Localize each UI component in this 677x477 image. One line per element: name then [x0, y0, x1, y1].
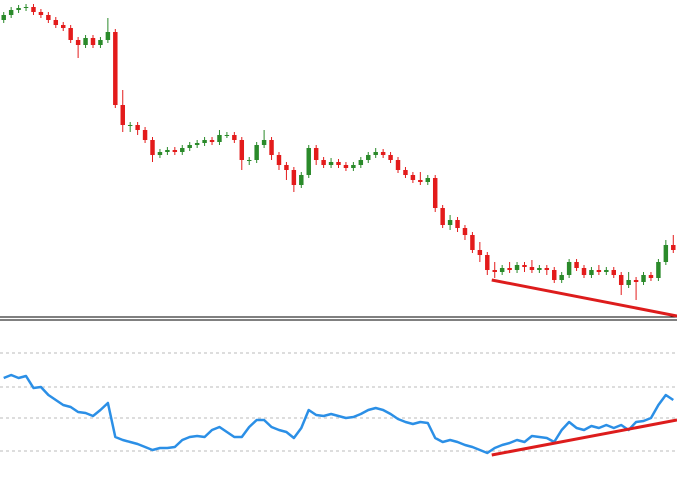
candle-body: [604, 270, 609, 272]
candle-body: [343, 165, 349, 168]
candle-body: [462, 228, 468, 235]
candle-body: [321, 160, 326, 165]
candle-body: [113, 32, 118, 105]
candle-body: [150, 140, 155, 155]
trend-line: [491, 278, 677, 318]
candle-body: [388, 155, 393, 160]
candle-body: [485, 255, 490, 270]
candle-body: [232, 135, 237, 140]
candle-body: [31, 7, 36, 12]
candle-body: [276, 155, 282, 165]
candle-body: [194, 143, 200, 145]
candle-body: [373, 152, 378, 155]
candle-body: [68, 28, 73, 40]
candle-body: [157, 152, 163, 155]
candle-body: [529, 267, 535, 270]
candle-body: [254, 145, 259, 160]
candle-body: [351, 165, 356, 168]
candle-body: [239, 140, 245, 160]
candle-body: [514, 265, 520, 270]
candle-body: [499, 268, 505, 272]
candle-body: [559, 275, 564, 280]
candle-body: [135, 125, 140, 130]
candle-body: [522, 265, 527, 267]
candle-body: [61, 25, 66, 28]
candle-body: [626, 280, 631, 285]
oscillator-line: [3, 373, 674, 455]
candle-body: [224, 135, 230, 136]
candle-body: [477, 250, 483, 255]
candle-body: [611, 270, 616, 275]
candle-body: [403, 170, 408, 175]
candle-body: [507, 268, 512, 270]
trend-line: [491, 418, 677, 457]
candle-body: [581, 268, 587, 275]
candle-body: [38, 12, 44, 15]
candle-body: [574, 262, 579, 268]
candle-body: [313, 148, 319, 160]
candle-body: [395, 160, 401, 170]
candle-body: [75, 40, 81, 45]
candle-body: [455, 220, 460, 228]
candle-body: [269, 140, 274, 155]
candle-body: [447, 220, 453, 225]
candle-body: [217, 135, 222, 142]
candle-body: [470, 235, 475, 250]
candle-body: [641, 275, 646, 282]
candle-body: [1, 15, 6, 20]
candle-body: [544, 268, 550, 270]
candle-body: [306, 148, 311, 175]
candle-body: [656, 262, 661, 278]
candle-body: [172, 150, 178, 152]
candle-body: [633, 280, 639, 282]
candle-body: [432, 178, 438, 208]
candle-body: [418, 180, 423, 182]
candle-body: [291, 170, 297, 185]
candle-body: [90, 38, 96, 45]
candle-body: [410, 175, 416, 180]
candle-body: [261, 140, 267, 145]
candle-body: [180, 148, 185, 152]
candle-body: [552, 270, 557, 280]
candle-body: [105, 32, 111, 40]
candle-body: [440, 208, 445, 225]
candle-body: [246, 160, 252, 161]
candle-body: [566, 262, 572, 275]
candle-body: [648, 275, 654, 278]
candle-body: [589, 270, 594, 275]
candle-body: [299, 175, 304, 185]
candle-body: [366, 155, 371, 160]
candle-body: [16, 8, 21, 10]
candle-body: [671, 245, 676, 250]
candle-body: [127, 125, 133, 126]
candle-body: [328, 162, 334, 165]
candle-body: [165, 150, 170, 152]
candle-body: [336, 162, 341, 165]
candle-body: [187, 145, 192, 148]
candle-body: [53, 20, 59, 25]
candle-body: [23, 7, 29, 8]
candle-body: [618, 275, 624, 285]
candle-body: [663, 245, 669, 262]
candle-body: [425, 178, 431, 182]
candle-body: [596, 270, 602, 272]
candle-body: [8, 10, 14, 15]
candle-body: [380, 152, 386, 155]
candle-body: [492, 270, 497, 272]
candle-body: [46, 15, 51, 20]
candle-body: [537, 268, 542, 270]
candle-body: [83, 38, 88, 45]
candle-body: [142, 130, 148, 140]
candle-body: [358, 160, 364, 165]
candle-body: [202, 140, 207, 143]
candle-body: [209, 140, 215, 142]
candle-body: [284, 165, 289, 170]
candle-body: [120, 105, 125, 125]
candle-body: [98, 40, 103, 45]
